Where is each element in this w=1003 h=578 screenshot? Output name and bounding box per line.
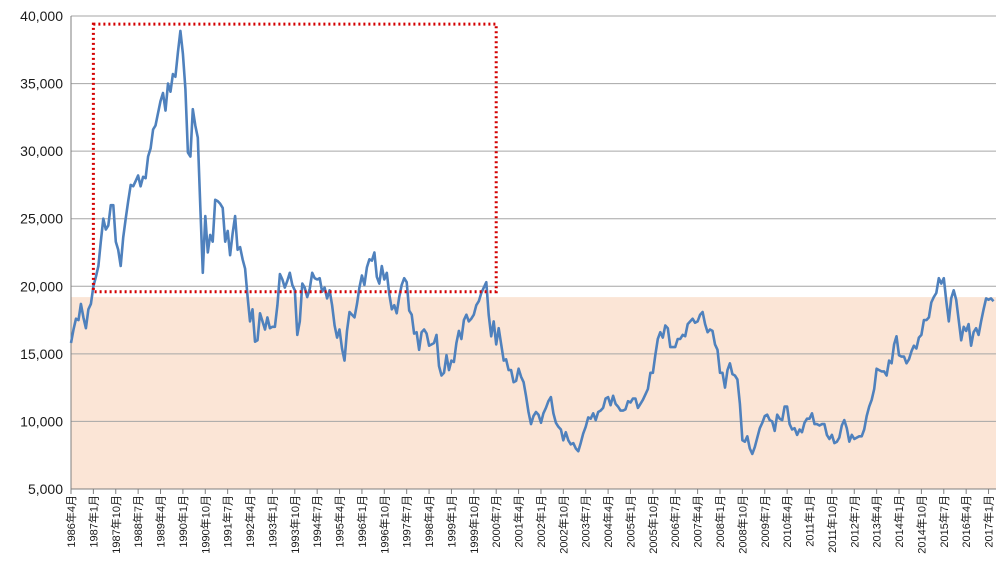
x-tick-label: 1987年10月: [109, 495, 123, 554]
x-tick-label: 2014年1月: [892, 495, 906, 548]
x-tick-label: 1990年10月: [198, 495, 212, 554]
x-tick-label: 2008年1月: [713, 495, 727, 548]
gridlines: [71, 15, 996, 422]
x-tick-label: 2008年10月: [735, 495, 749, 554]
x-tick-label: 1986年4月: [64, 495, 78, 548]
x-tick-label: 2005年10月: [646, 495, 660, 554]
x-tick-label: 1997年7月: [400, 495, 414, 548]
y-tick-label: 10,000: [20, 413, 63, 429]
x-tick-label: 2002年1月: [534, 495, 548, 548]
x-tick-label: 2003年7月: [579, 495, 593, 548]
x-tick-label: 2016年4月: [959, 495, 973, 548]
x-tick-label: 1996年1月: [355, 495, 369, 548]
highlight-box: [91, 22, 498, 294]
x-tick-label: 1989年4月: [154, 495, 168, 548]
y-tick-label: 35,000: [20, 76, 63, 92]
x-tick-label: 1993年1月: [265, 495, 279, 548]
x-tick-label: 2015年7月: [937, 495, 951, 548]
y-tick-label: 30,000: [20, 143, 63, 159]
x-tick-label: 1990年1月: [176, 495, 190, 548]
y-tick-label: 15,000: [20, 346, 63, 362]
x-tick-label: 2010年4月: [780, 495, 794, 548]
x-tick-label: 2006年7月: [668, 495, 682, 548]
shaded-band: [71, 297, 996, 489]
y-axis-ticks: 5,000 10,000 15,000 20,000 25,000 30,000 35,00…: [20, 8, 63, 497]
y-tick-label: 20,000: [20, 278, 63, 294]
x-tick-label: 2001年4月: [512, 495, 526, 548]
x-tick-label: 1995年4月: [333, 495, 347, 548]
x-tick-label: 2002年10月: [556, 495, 570, 554]
x-tick-label: 1992年4月: [243, 495, 257, 548]
x-tick-label: 2013年4月: [870, 495, 884, 548]
x-tick-label: 1996年10月: [377, 495, 391, 554]
x-axis-ticks: 1986年4月 1987年1月 1987年10月 1988年7月 1989年4月 1990…: [64, 489, 996, 554]
x-tick-label: 1993年10月: [288, 495, 302, 554]
x-tick-label: 2012年7月: [847, 495, 861, 548]
x-tick-label: 2014年10月: [914, 495, 928, 554]
y-tick-label: 40,000: [20, 8, 63, 24]
x-tick-label: 1994年7月: [310, 495, 324, 548]
x-tick-label: 1988年7月: [131, 495, 145, 548]
x-tick-label: 1987年1月: [86, 495, 100, 548]
x-tick-label: 2005年1月: [623, 495, 637, 548]
x-tick-label: 2011年1月: [803, 495, 817, 547]
x-tick-label: 2011年10月: [825, 495, 839, 553]
y-tick-label: 25,000: [20, 211, 63, 227]
x-tick-label: 1991年7月: [221, 495, 235, 548]
x-tick-label: 2017年1月: [982, 495, 996, 548]
x-tick-label: 1999年1月: [444, 495, 458, 548]
x-tick-label: 1999年10月: [467, 495, 481, 554]
axes: [70, 16, 996, 490]
x-tick-label: 2009年7月: [758, 495, 772, 548]
y-tick-label: 5,000: [28, 481, 63, 497]
x-tick-label: 2004年4月: [601, 495, 615, 548]
x-tick-label: 2007年4月: [691, 495, 705, 548]
x-tick-label: 1998年4月: [422, 495, 436, 548]
series-line: [69, 29, 995, 456]
x-tick-label: 2000年7月: [489, 495, 503, 548]
